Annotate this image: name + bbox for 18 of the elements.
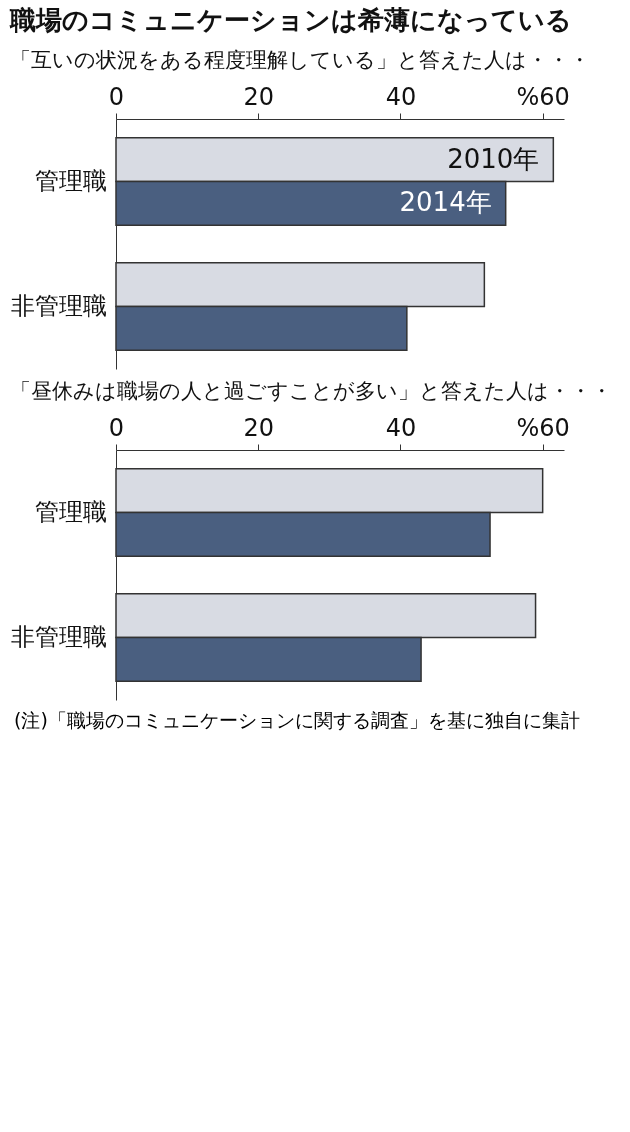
chart-subtitle: 「互いの状況をある程度理解している」と答えた人は・・・: [10, 48, 590, 72]
series-label: 2014年: [399, 187, 492, 218]
series-label: 2010年: [447, 143, 540, 174]
x-tick-label: %60: [516, 82, 570, 111]
x-tick-label: 0: [108, 413, 125, 442]
x-tick-label: 20: [243, 413, 274, 442]
chart-title: 「昼休みは職場の人と過ごすことが多い」と答えた人は・・・: [10, 379, 612, 403]
y-tick-label: 非管理職: [10, 291, 107, 320]
x-tick-label: 40: [385, 413, 417, 442]
chart-title: 職場のコミュニケーションは希薄になっている: [9, 5, 572, 35]
y-tick-label: 管理職: [34, 497, 107, 526]
y-tick-label: 非管理職: [10, 622, 107, 651]
x-tick-label: 0: [108, 82, 125, 111]
text: (注)「職場のコミュニケーションに関する調査」を基に独自に集計: [14, 708, 581, 733]
x-tick-label: 20: [243, 82, 274, 111]
x-tick-label: 40: [385, 82, 417, 111]
x-tick-label: %60: [516, 413, 570, 442]
y-tick-label: 管理職: [34, 166, 107, 195]
